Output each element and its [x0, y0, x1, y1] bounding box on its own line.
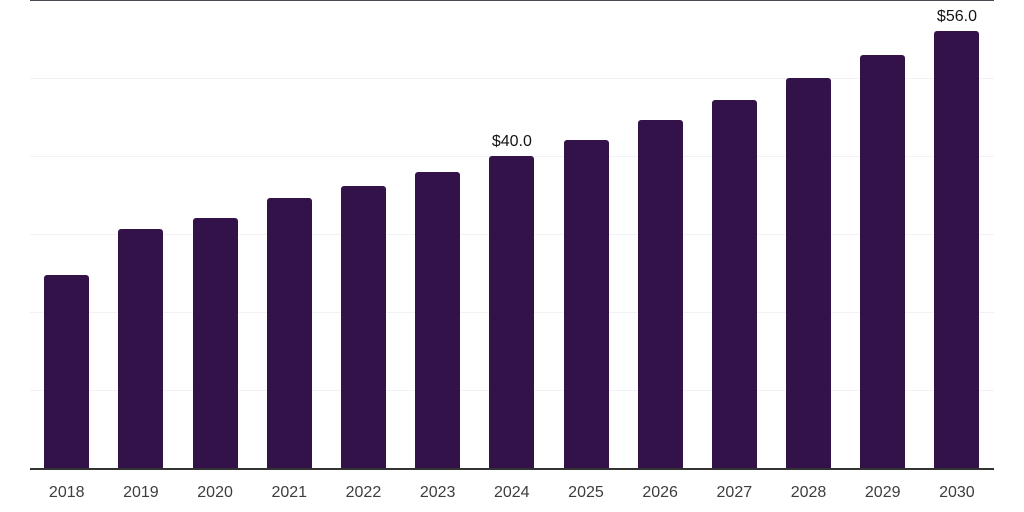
bar-2023: [415, 172, 461, 468]
bar-2019: [118, 228, 164, 468]
bar-2026: [637, 120, 683, 468]
plot-area: $40.0 $56.0: [30, 0, 994, 470]
x-tick-label-2026: 2026: [642, 484, 678, 501]
bar-2029: [860, 55, 906, 468]
bar-2025: [563, 139, 609, 468]
x-tick-label-2028: 2028: [790, 484, 827, 501]
plot-top-border: [30, 0, 994, 1]
gridline-50: [30, 78, 994, 79]
x-tick-label-2018: 2018: [48, 484, 85, 501]
x-tick-label-2021: 2021: [271, 484, 308, 501]
bar-2018: [44, 275, 90, 468]
bar-2030: [934, 31, 980, 468]
x-tick-label-2027: 2027: [716, 484, 753, 501]
x-tick-label-2022: 2022: [345, 484, 382, 501]
bar-2024: [489, 156, 535, 468]
value-label-2024: $40.0: [491, 133, 532, 150]
bar-2028: [786, 78, 832, 468]
x-tick-label-2020: 2020: [197, 484, 233, 501]
x-tick-label-2024: 2024: [493, 484, 530, 501]
bar-2021: [266, 198, 312, 468]
bar-2027: [711, 99, 757, 468]
value-label-2030: $56.0: [936, 8, 977, 26]
x-axis: 2018 2019 2020 2021 2022 2023 2024 2025 2026 2027…: [30, 483, 994, 503]
x-tick-label-2019: 2019: [123, 484, 159, 501]
bar-2020: [192, 218, 238, 468]
x-tick-label-2023: 2023: [419, 484, 456, 501]
x-tick-label-2029: 2029: [864, 484, 901, 501]
x-tick-label-2025: 2025: [568, 484, 604, 501]
x-tick-label-2030: 2030: [939, 484, 975, 501]
bar-2022: [341, 186, 387, 468]
